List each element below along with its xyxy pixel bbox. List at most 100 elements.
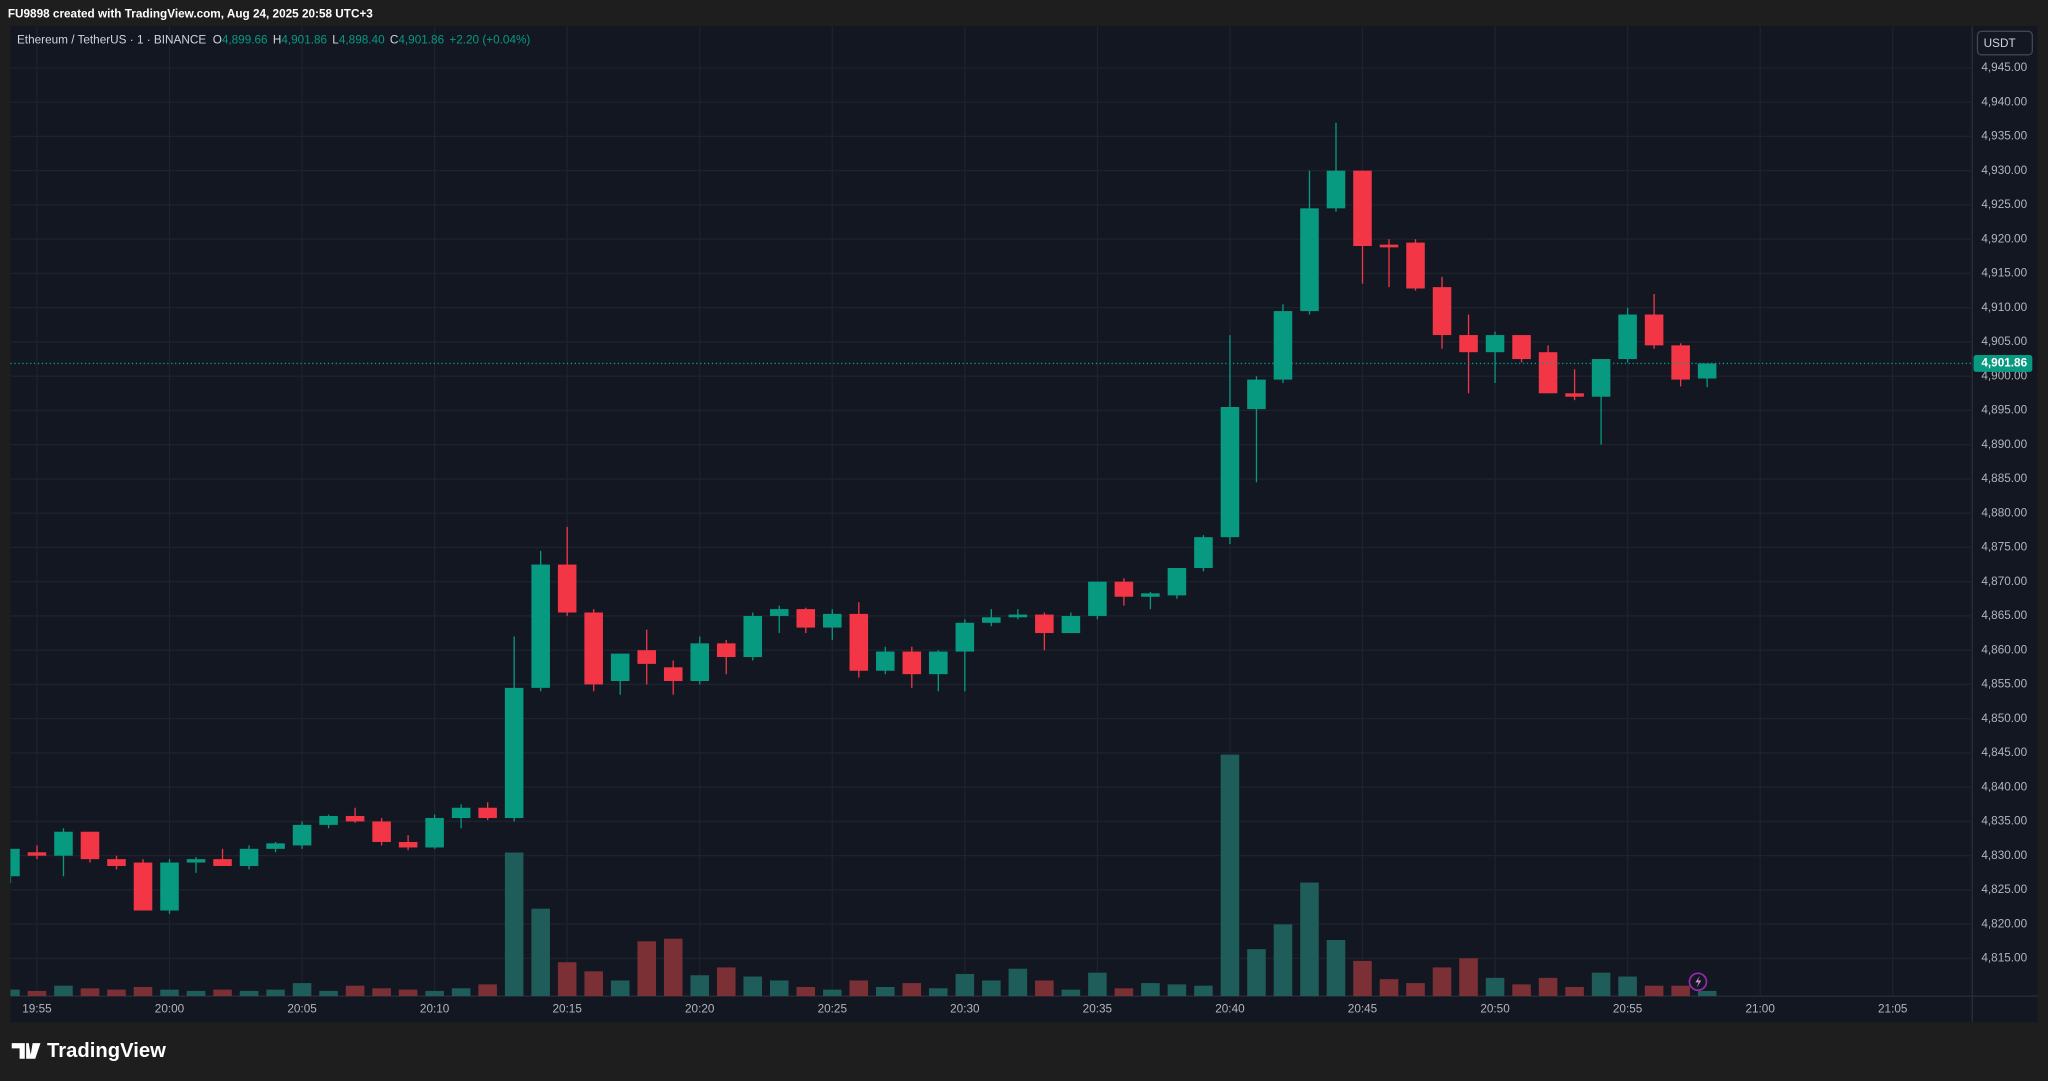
x-tick-label: 21:05: [1878, 1002, 1908, 1015]
volume-bar: [239, 990, 259, 997]
x-tick-label: 20:00: [155, 1002, 185, 1015]
legend-key: O: [213, 34, 222, 47]
candle-body: [769, 609, 789, 616]
candle-body: [1141, 593, 1160, 597]
candle-body: [690, 643, 710, 682]
volume-bar: [902, 983, 922, 997]
y-tick-label: 4,875.00: [1981, 541, 2027, 554]
volume-bar: [849, 980, 869, 997]
candle-body: [54, 831, 73, 856]
x-tick-label: 20:05: [287, 1002, 317, 1015]
volume-bar: [186, 990, 206, 997]
volume-bar: [584, 971, 603, 997]
volume-bar: [292, 983, 312, 997]
last-price-label: 4,901.86: [1981, 357, 2027, 370]
legend-change: +2.20 (+0.04%): [449, 34, 530, 47]
volume-bar: [1591, 972, 1611, 997]
volume-bar: [1538, 977, 1558, 997]
y-tick-label: 4,915.00: [1981, 267, 2027, 280]
legend-title: Ethereum / TetherUS · 1 · BINANCE: [17, 34, 206, 47]
candle-body: [1194, 537, 1213, 568]
candle-body: [1459, 335, 1478, 353]
candle-body: [239, 848, 259, 866]
y-tick-label: 4,945.00: [1981, 61, 2027, 74]
volume-bar: [1141, 983, 1160, 997]
candle-body: [1061, 615, 1081, 634]
y-tick-label: 4,865.00: [1981, 609, 2027, 622]
volume-bar: [372, 988, 391, 997]
volume-bar: [1406, 983, 1425, 997]
candle-body: [1353, 170, 1372, 247]
volume-bar: [80, 988, 100, 997]
y-tick-label: 4,885.00: [1981, 472, 2027, 485]
candle-body: [133, 862, 153, 911]
volume-bar: [319, 990, 338, 997]
volume-bar: [1088, 972, 1107, 997]
candle-body: [27, 852, 47, 856]
volume-bar: [160, 989, 179, 997]
candle-body: [902, 651, 922, 675]
y-tick-label: 4,840.00: [1981, 780, 2027, 793]
candle-body: [1379, 244, 1399, 248]
axes: 4,815.00 4,820.00 4,825.00 4,830.00 4,835.00…: [22, 61, 2033, 1015]
candle-body: [1300, 208, 1319, 312]
candle-body: [1273, 311, 1293, 380]
volume-bar: [1379, 979, 1399, 997]
candle-body: [451, 807, 471, 819]
y-tick-label: 4,845.00: [1981, 746, 2027, 759]
volume-bar: [637, 941, 656, 997]
volume-bar: [1459, 958, 1478, 997]
volume-bar: [504, 852, 524, 997]
volume-bar: [1220, 754, 1240, 997]
volume-bar: [213, 989, 232, 997]
x-tick-label: 20:50: [1480, 1002, 1510, 1015]
candle-body: [186, 859, 206, 863]
candle-body: [80, 831, 100, 860]
y-tick-label: 4,855.00: [1981, 678, 2027, 691]
volume-bar: [769, 980, 789, 997]
y-tick-label: 4,870.00: [1981, 575, 2027, 588]
legend-key: C: [390, 34, 399, 47]
volume-bar: [1432, 967, 1452, 997]
logo-icon: [11, 1043, 41, 1059]
x-tick-label: 21:00: [1745, 1002, 1775, 1015]
volume-bar: [1008, 968, 1028, 997]
candle-body: [504, 687, 524, 819]
volume-bar: [1644, 985, 1664, 997]
candle-body: [266, 843, 285, 849]
currency-label: USDT: [1984, 37, 2016, 50]
candle-body: [663, 667, 683, 682]
volume-bar: [1061, 989, 1081, 997]
candle-body: [982, 617, 1001, 623]
volume-bar: [54, 985, 73, 997]
candle-body: [531, 564, 550, 688]
y-tick-label: 4,830.00: [1981, 849, 2027, 862]
y-tick-label: 4,895.00: [1981, 404, 2027, 417]
volume-bar: [1565, 987, 1584, 997]
x-tick-label: 20:25: [818, 1002, 848, 1015]
volume-bar: [398, 989, 418, 997]
candle-body: [1538, 352, 1558, 394]
y-tick-label: 4,815.00: [1981, 952, 2027, 965]
y-tick-label: 4,905.00: [1981, 335, 2027, 348]
legend: Ethereum / TetherUS · 1 · BINANCE O4,899.…: [17, 34, 530, 47]
currency-button[interactable]: [1976, 30, 2033, 56]
candle-body: [823, 613, 842, 628]
legend-value: 4,898.40: [339, 34, 385, 47]
volume-bar: [1485, 977, 1505, 997]
candle-body: [319, 815, 338, 825]
candle-body: [1565, 393, 1584, 397]
candle-body: [1432, 287, 1452, 336]
candle-body: [849, 613, 869, 671]
candle-body: [876, 651, 895, 671]
volume-bar: [743, 976, 763, 997]
candle-body: [425, 818, 444, 848]
logo-text[interactable]: TradingView: [47, 1040, 166, 1062]
candle-body: [372, 821, 391, 843]
candle-body: [1114, 581, 1134, 597]
candle-body: [1485, 335, 1505, 353]
candle-body: [1618, 314, 1637, 360]
y-tick-label: 4,940.00: [1981, 95, 2027, 108]
